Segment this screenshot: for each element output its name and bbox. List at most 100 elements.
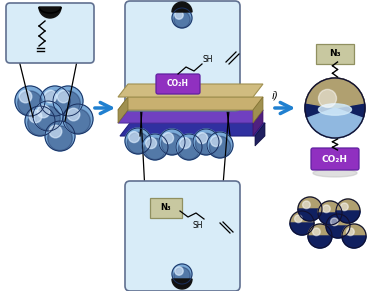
Wedge shape bbox=[307, 108, 363, 138]
Wedge shape bbox=[298, 209, 322, 221]
Circle shape bbox=[209, 136, 231, 158]
Circle shape bbox=[322, 205, 330, 213]
Circle shape bbox=[197, 133, 208, 143]
Polygon shape bbox=[118, 97, 128, 123]
Circle shape bbox=[49, 125, 62, 138]
Circle shape bbox=[176, 134, 202, 160]
Polygon shape bbox=[118, 97, 263, 110]
Circle shape bbox=[195, 133, 217, 155]
Polygon shape bbox=[120, 123, 265, 136]
FancyBboxPatch shape bbox=[125, 181, 240, 291]
Circle shape bbox=[313, 228, 320, 236]
Text: CO₂H: CO₂H bbox=[167, 79, 189, 88]
Circle shape bbox=[142, 134, 168, 160]
Polygon shape bbox=[118, 84, 263, 97]
Circle shape bbox=[66, 109, 90, 134]
Circle shape bbox=[43, 91, 67, 116]
Circle shape bbox=[298, 197, 322, 221]
Circle shape bbox=[63, 104, 93, 134]
FancyBboxPatch shape bbox=[316, 44, 354, 64]
Circle shape bbox=[19, 90, 32, 103]
Polygon shape bbox=[253, 97, 263, 123]
Wedge shape bbox=[336, 199, 360, 211]
Circle shape bbox=[326, 214, 350, 238]
Circle shape bbox=[33, 101, 63, 131]
Circle shape bbox=[294, 215, 302, 223]
Circle shape bbox=[36, 106, 60, 131]
Circle shape bbox=[308, 224, 332, 248]
Wedge shape bbox=[326, 226, 350, 238]
Circle shape bbox=[29, 110, 42, 123]
Wedge shape bbox=[318, 201, 342, 213]
Circle shape bbox=[178, 138, 200, 159]
Circle shape bbox=[174, 11, 190, 28]
Text: i): i) bbox=[271, 90, 279, 100]
Circle shape bbox=[56, 91, 80, 116]
Circle shape bbox=[129, 132, 139, 143]
Circle shape bbox=[161, 133, 183, 155]
Circle shape bbox=[25, 106, 55, 136]
Circle shape bbox=[318, 201, 342, 225]
Text: SH: SH bbox=[193, 221, 203, 230]
Wedge shape bbox=[172, 279, 192, 289]
Circle shape bbox=[174, 267, 190, 284]
Circle shape bbox=[319, 89, 336, 107]
Circle shape bbox=[290, 211, 314, 235]
Polygon shape bbox=[255, 123, 265, 146]
FancyBboxPatch shape bbox=[6, 3, 94, 63]
FancyBboxPatch shape bbox=[125, 1, 240, 111]
Circle shape bbox=[175, 11, 183, 19]
Circle shape bbox=[175, 267, 183, 275]
Circle shape bbox=[336, 199, 360, 223]
Circle shape bbox=[53, 86, 83, 116]
Circle shape bbox=[28, 111, 52, 136]
Circle shape bbox=[37, 105, 50, 118]
Ellipse shape bbox=[313, 169, 357, 177]
Circle shape bbox=[48, 126, 72, 150]
Circle shape bbox=[330, 218, 338, 226]
Circle shape bbox=[57, 90, 70, 103]
Wedge shape bbox=[342, 236, 366, 248]
Circle shape bbox=[67, 108, 80, 121]
Wedge shape bbox=[318, 213, 342, 225]
Circle shape bbox=[211, 136, 222, 147]
Text: SH: SH bbox=[203, 56, 213, 65]
Wedge shape bbox=[308, 236, 332, 248]
Wedge shape bbox=[172, 2, 192, 12]
Ellipse shape bbox=[319, 104, 352, 115]
Wedge shape bbox=[326, 214, 350, 226]
Circle shape bbox=[125, 128, 151, 154]
Wedge shape bbox=[39, 7, 61, 18]
Circle shape bbox=[172, 8, 192, 28]
Circle shape bbox=[207, 132, 233, 158]
Text: CO₂H: CO₂H bbox=[322, 155, 348, 164]
Circle shape bbox=[302, 201, 310, 209]
Circle shape bbox=[44, 90, 57, 103]
Wedge shape bbox=[336, 211, 360, 223]
Circle shape bbox=[15, 86, 45, 116]
Circle shape bbox=[342, 224, 366, 248]
Wedge shape bbox=[305, 78, 364, 108]
FancyBboxPatch shape bbox=[150, 198, 182, 218]
Polygon shape bbox=[253, 110, 263, 136]
Circle shape bbox=[18, 91, 42, 116]
Wedge shape bbox=[308, 224, 332, 236]
Circle shape bbox=[45, 121, 75, 151]
FancyBboxPatch shape bbox=[156, 74, 200, 94]
Wedge shape bbox=[298, 197, 322, 209]
Circle shape bbox=[163, 133, 174, 143]
Circle shape bbox=[305, 78, 365, 138]
Circle shape bbox=[347, 228, 354, 236]
Wedge shape bbox=[290, 211, 314, 223]
Circle shape bbox=[146, 138, 156, 149]
Text: N₃: N₃ bbox=[161, 203, 171, 212]
Polygon shape bbox=[118, 110, 263, 123]
Circle shape bbox=[172, 264, 192, 284]
Wedge shape bbox=[342, 224, 366, 236]
Wedge shape bbox=[290, 223, 314, 235]
Circle shape bbox=[341, 203, 348, 211]
Circle shape bbox=[159, 129, 185, 155]
FancyBboxPatch shape bbox=[311, 148, 359, 170]
Circle shape bbox=[180, 138, 191, 149]
Circle shape bbox=[127, 132, 149, 154]
